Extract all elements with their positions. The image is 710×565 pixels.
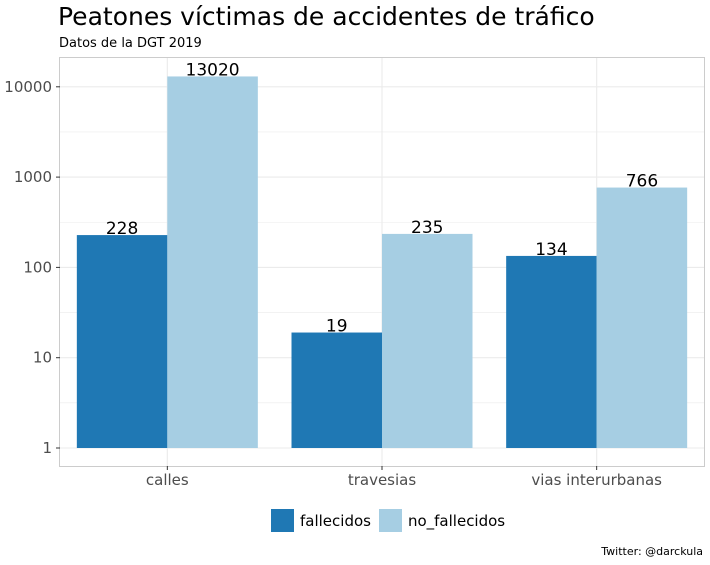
y-tick-label: 10 — [33, 349, 52, 367]
legend-swatch-no-fallecidos — [378, 509, 402, 532]
y-tick-label: 1 — [42, 439, 52, 457]
bar-no-fallecidos-vias-interurbanas — [596, 187, 688, 448]
bar-value-label: 228 — [106, 219, 138, 239]
bar-value-label: 235 — [411, 218, 443, 238]
x-tick-label: calles — [146, 471, 189, 489]
chart-title: Peatones víctimas de accidentes de tráfi… — [58, 2, 595, 31]
x-tick-label: vias interurbanas — [531, 471, 662, 489]
legend-label-no-fallecidos: no_fallecidos — [407, 511, 506, 530]
bar-no-fallecidos-travesias — [382, 233, 473, 448]
legend-item-no-fallecidos: no_fallecidos — [378, 509, 506, 532]
legend-item-fallecidos: fallecidos — [271, 509, 371, 532]
bars — [76, 76, 688, 449]
chart-subtitle: Datos de la DGT 2019 — [59, 36, 202, 51]
legend: fallecidos no_fallecidos — [271, 509, 505, 532]
bar-fallecidos-travesias — [291, 332, 382, 448]
y-tick-label: 10000 — [4, 78, 52, 96]
bar-fallecidos-calles — [76, 235, 168, 448]
bar-value-label: 766 — [626, 172, 658, 192]
bar-no-fallecidos-calles — [167, 76, 258, 449]
bar-value-label: 134 — [535, 240, 567, 260]
bar-value-label: 13020 — [186, 60, 240, 80]
bar-value-label: 19 — [326, 317, 348, 337]
bar-value-labels: 228 13020 19 235 134 766 — [106, 60, 658, 336]
legend-label-fallecidos: fallecidos — [300, 511, 371, 530]
y-axis-ticks: 1 10 100 1000 10000 — [4, 78, 60, 457]
caption: Twitter: @darckula — [601, 545, 703, 558]
y-tick-label: 1000 — [14, 168, 52, 186]
x-tick-label: travesias — [348, 471, 417, 489]
x-axis-ticks: calles travesias vias interurbanas — [146, 466, 662, 489]
legend-swatch-fallecidos — [271, 509, 294, 532]
bar-fallecidos-vias-interurbanas — [506, 255, 597, 448]
y-tick-label: 100 — [23, 258, 52, 276]
